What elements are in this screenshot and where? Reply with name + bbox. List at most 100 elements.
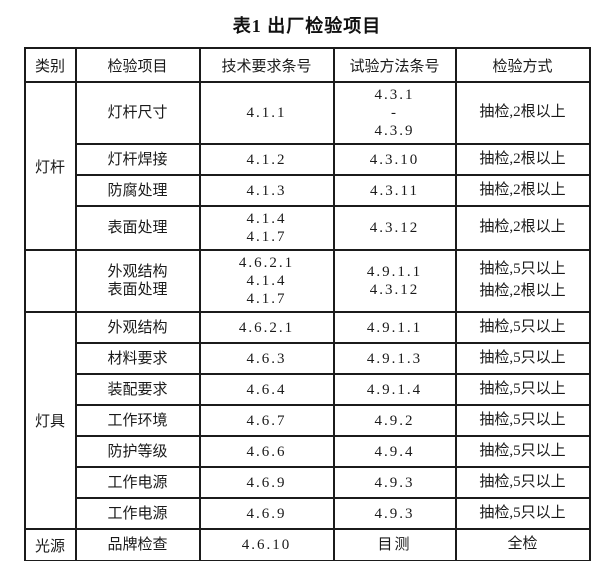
tech-clause-cell-line: 4.6.2.1 (238, 255, 295, 271)
method-clause-cell-line: 4.9.1.1 (366, 319, 423, 336)
method-clause-cell: 4.9.3 (332, 497, 457, 530)
inspection-mode-cell: 抽检,5只以上 (454, 404, 591, 437)
method-clause-cell-line: 4.9.2 (374, 412, 415, 429)
item-cell: 装配要求 (74, 373, 201, 406)
tech-clause-cell: 4.1.1 (198, 81, 335, 145)
item-cell: 工作环境 (74, 404, 201, 437)
inspection-mode-cell: 抽检,5只以上 (454, 373, 591, 406)
method-clause-cell: 4.3.10 (332, 143, 457, 176)
method-clause-cell-line: 4.9.3 (374, 505, 415, 522)
tech-clause-cell-line: 4.6.7 (246, 412, 287, 429)
table-row: 灯杆 灯杆尺寸 4.1.1 4.3.1 - 4.3.9 抽检,2根以上 (23, 81, 591, 251)
tech-clause-cell-line: 4.1.1 (246, 105, 287, 121)
table-row: 表面处理 4.1.4 4.1.7 4.3.12 抽检,2根以上 (25, 205, 591, 251)
item-cell: 灯杆尺寸 (74, 81, 201, 145)
item-cell-line: 工作环境 (107, 412, 168, 429)
tech-clause-cell: 4.6.6 (198, 435, 335, 468)
inspection-mode-cell-line: 抽检,5只以上 (479, 442, 566, 459)
inspection-mode-cell: 抽检,2根以上 (454, 81, 591, 145)
tech-clause-cell-line: 4.1.2 (246, 151, 287, 168)
item-cell-line: 工作电源 (107, 505, 168, 522)
method-clause-cell: 4.3.1 - 4.3.9 (332, 81, 457, 145)
method-clause-cell-line: 4.3.12 (369, 220, 420, 236)
page-title: 表1 出厂检验项目 (232, 16, 382, 36)
header-row: 类别 检验项目 技术要求条号 试验方法条号 检验方式 (23, 47, 591, 83)
tech-clause-cell: 4.1.2 (198, 143, 335, 176)
inspection-table: 类别 检验项目 技术要求条号 试验方法条号 检验方式 灯杆 灯杆尺寸 4.1.1 4.… (23, 47, 591, 561)
tech-clause-cell-line: 4.1.4 (246, 211, 287, 227)
item-cell-line: 外观结构 (107, 264, 168, 280)
item-cell-line: 外观结构 (107, 319, 168, 336)
inspection-mode-cell-line: 全检 (507, 536, 538, 553)
item-cell: 品牌检查 (74, 528, 201, 561)
item-cell-line: 工作电源 (107, 474, 168, 491)
table-row: 工作电源 4.6.9 4.9.3 抽检,5只以上 (25, 466, 591, 499)
header-cell-category: 类别 (23, 47, 77, 83)
method-clause-cell-line: 4.9.1.4 (366, 381, 423, 398)
method-clause-cell-line: 4.3.9 (374, 123, 415, 139)
item-cell: 外观结构 (74, 311, 201, 344)
inspection-mode-cell-line: 抽检,2根以上 (479, 181, 566, 198)
item-cell-line: 防腐处理 (107, 182, 168, 199)
tech-clause-cell-line: 4.1.7 (246, 291, 287, 307)
table-row: 光源 品牌检查 4.6.10 目测 全检 (23, 528, 591, 561)
item-cell: 表面处理 (74, 205, 201, 251)
tech-clause-cell: 4.6.2.1 4.1.4 4.1.7 (198, 249, 335, 313)
item-cell: 工作电源 (74, 466, 201, 499)
item-cell-line: 品牌检查 (107, 537, 168, 553)
tech-clause-cell-line: 4.6.6 (246, 443, 287, 460)
item-cell-line: 防护等级 (107, 443, 168, 460)
tech-clause-cell: 4.6.9 (198, 497, 335, 530)
method-clause-cell-line: 4.3.1 (374, 87, 415, 103)
tech-clause-cell: 4.6.2.1 (198, 311, 335, 344)
item-cell: 工作电源 (74, 497, 201, 530)
tech-clause-cell-line: 4.1.4 (246, 273, 287, 289)
table-row: 装配要求 4.6.4 4.9.1.4 抽检,5只以上 (25, 373, 591, 406)
tech-clause-cell-line: 4.6.9 (246, 505, 287, 522)
tech-clause-cell-line: 4.6.3 (246, 350, 287, 367)
table-row: 防护等级 4.6.6 4.9.4 抽检,5只以上 (25, 435, 591, 468)
inspection-mode-cell-line: 抽检,2根以上 (479, 219, 566, 236)
tech-clause-cell: 4.6.7 (198, 404, 335, 437)
inspection-mode-cell-line: 抽检,5只以上 (479, 473, 566, 490)
inspection-mode-cell: 抽检,5只以上 (454, 435, 591, 468)
method-clause-cell-line: 目测 (377, 537, 412, 553)
inspection-mode-cell-line: 抽检,5只以上 (479, 261, 566, 278)
item-cell: 材料要求 (74, 342, 201, 375)
method-clause-cell: 4.9.1.3 (332, 342, 457, 375)
table-row: 材料要求 4.6.3 4.9.1.3 抽检,5只以上 (25, 342, 591, 375)
inspection-mode-cell: 抽检,2根以上 (454, 174, 591, 207)
inspection-mode-cell: 抽检,5只以上 抽检,2根以上 (454, 249, 591, 313)
inspection-mode-cell-line: 抽检,5只以上 (479, 504, 566, 521)
method-clause-cell-line: 4.3.10 (369, 151, 420, 168)
method-clause-cell: 4.9.1.4 (332, 373, 457, 406)
tech-clause-cell: 4.6.9 (198, 466, 335, 499)
method-clause-cell-line: - (391, 105, 398, 121)
category-cell: 光源 (23, 528, 77, 561)
method-clause-cell: 4.3.11 (332, 174, 457, 207)
table-row: 工作环境 4.6.7 4.9.2 抽检,5只以上 (25, 404, 591, 437)
item-cell-line: 灯杆焊接 (107, 151, 168, 168)
table-row: 外观结构 表面处理 4.6.2.1 4.1.4 4.1.7 4.9.1.1 4.3.12 抽检… (23, 249, 591, 313)
method-clause-cell: 4.9.1.1 (332, 311, 457, 344)
inspection-mode-cell: 抽检,5只以上 (454, 311, 591, 344)
tech-clause-cell-line: 4.6.10 (241, 537, 292, 553)
inspection-mode-cell-line: 抽检,2根以上 (479, 104, 566, 121)
inspection-mode-cell: 抽检,2根以上 (454, 143, 591, 176)
tech-clause-cell: 4.6.4 (198, 373, 335, 406)
header-cell-inspection-mode: 检验方式 (454, 47, 591, 83)
tech-clause-cell: 4.6.3 (198, 342, 335, 375)
inspection-mode-cell-line: 抽检,5只以上 (479, 349, 566, 366)
item-cell: 防护等级 (74, 435, 201, 468)
inspection-mode-cell: 抽检,5只以上 (454, 497, 591, 530)
header-cell-item: 检验项目 (74, 47, 201, 83)
method-clause-cell: 4.3.12 (332, 205, 457, 251)
tech-clause-cell: 4.6.10 (198, 528, 335, 561)
inspection-mode-cell-line: 抽检,5只以上 (479, 411, 566, 428)
inspection-mode-cell-line: 抽检,2根以上 (479, 150, 566, 167)
method-clause-cell-line: 4.3.12 (369, 282, 420, 298)
method-clause-cell: 目测 (332, 528, 457, 561)
method-clause-cell: 4.9.3 (332, 466, 457, 499)
tech-clause-cell-line: 4.1.3 (246, 182, 287, 199)
category-cell (23, 249, 77, 313)
